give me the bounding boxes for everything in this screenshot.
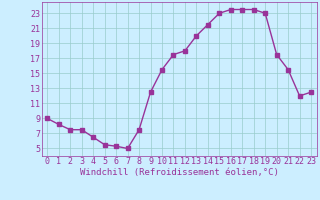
X-axis label: Windchill (Refroidissement éolien,°C): Windchill (Refroidissement éolien,°C) <box>80 168 279 177</box>
